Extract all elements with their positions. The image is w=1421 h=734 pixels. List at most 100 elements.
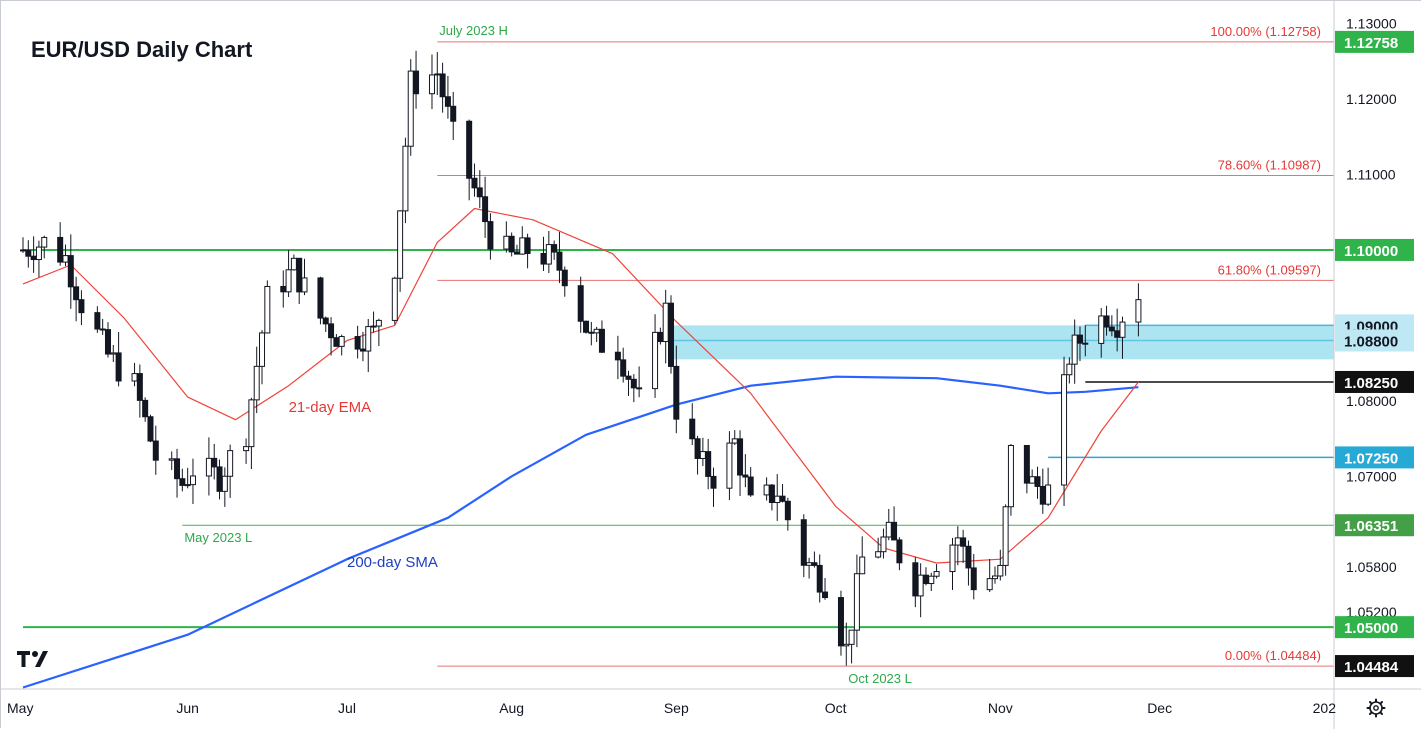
candle[interactable] [1108,315,1115,337]
candle[interactable] [1071,319,1078,384]
candle[interactable] [1076,326,1083,362]
candle[interactable] [450,91,457,141]
sma-200-line[interactable] [22,375,1139,689]
candle[interactable] [747,467,754,497]
candle[interactable] [243,438,250,464]
candle[interactable] [784,497,791,531]
candle[interactable] [99,318,106,335]
candle[interactable] [338,334,345,356]
candle[interactable] [354,325,361,359]
candle[interactable] [561,266,568,297]
candle[interactable] [970,553,977,600]
candle[interactable] [997,549,1004,581]
candle[interactable] [57,222,64,266]
candle[interactable] [577,276,584,333]
candle[interactable] [960,529,967,564]
candle[interactable] [397,210,404,292]
candle[interactable] [328,317,335,356]
candle[interactable] [922,567,929,586]
candle[interactable] [731,430,738,446]
candle[interactable] [652,314,659,398]
candle[interactable] [189,458,196,505]
candle[interactable] [333,333,340,347]
candle[interactable] [1007,443,1014,516]
candle[interactable] [806,557,813,579]
candle[interactable] [211,443,218,480]
candle[interactable] [115,332,122,387]
candle[interactable] [25,240,32,268]
candle[interactable] [800,514,807,578]
candle[interactable] [779,483,786,503]
candle[interactable] [487,213,494,260]
candle[interactable] [917,563,924,618]
candle[interactable] [370,311,377,333]
support-zone-rect[interactable] [671,325,1334,360]
candle[interactable] [1082,325,1089,357]
candle[interactable] [705,438,712,490]
candle[interactable] [439,62,446,113]
candle[interactable] [768,483,775,511]
time-axis[interactable] [1,689,1421,729]
candle[interactable] [253,346,260,414]
candle[interactable] [630,374,637,403]
candle[interactable] [508,232,515,257]
candle[interactable] [428,54,435,110]
candle[interactable] [816,554,823,603]
candle[interactable] [248,397,255,470]
candle[interactable] [94,306,101,333]
candle[interactable] [965,540,972,586]
candle[interactable] [1119,316,1126,359]
candle[interactable] [434,52,441,95]
candle[interactable] [20,237,26,253]
candle[interactable] [466,119,473,201]
candle[interactable] [30,236,37,273]
candle[interactable] [689,403,696,446]
candle[interactable] [694,435,701,475]
candle[interactable] [742,454,749,488]
candle[interactable] [110,345,117,362]
candle[interactable] [184,467,191,489]
candle[interactable] [174,448,181,498]
candle[interactable] [216,459,223,500]
candle[interactable] [1066,357,1073,384]
candle[interactable] [853,554,860,648]
candle[interactable] [524,233,531,269]
candle[interactable] [179,468,186,492]
candle[interactable] [296,257,303,305]
candle[interactable] [1002,504,1009,576]
candle[interactable] [482,176,489,238]
candle[interactable] [837,590,844,656]
candle[interactable] [104,322,111,358]
candle[interactable] [726,431,733,501]
candle[interactable] [1103,305,1110,336]
candle[interactable] [992,566,998,584]
candle[interactable] [259,330,266,385]
candle[interactable] [142,397,149,422]
candle[interactable] [280,270,287,308]
candle[interactable] [264,280,271,334]
candle[interactable] [657,327,664,345]
candle[interactable] [407,59,414,156]
candle[interactable] [875,537,882,559]
candle[interactable] [625,370,632,396]
candle[interactable] [540,236,547,271]
candle[interactable] [598,320,605,353]
candle[interactable] [365,318,372,373]
candle[interactable] [774,474,781,521]
candle[interactable] [1135,283,1142,337]
candle[interactable] [1045,467,1052,507]
candle[interactable] [152,425,159,475]
candle[interactable] [147,414,154,443]
candle[interactable] [891,506,898,541]
candle[interactable] [986,559,993,593]
candle[interactable] [551,240,558,260]
candle[interactable] [843,622,850,666]
candle[interactable] [285,250,292,298]
candle[interactable] [1034,466,1041,499]
candle[interactable] [848,629,855,664]
settings-gear-icon[interactable] [1366,698,1386,718]
candle[interactable] [583,320,590,334]
candle[interactable] [413,50,420,109]
candle[interactable] [636,366,643,398]
candle[interactable] [556,231,563,284]
